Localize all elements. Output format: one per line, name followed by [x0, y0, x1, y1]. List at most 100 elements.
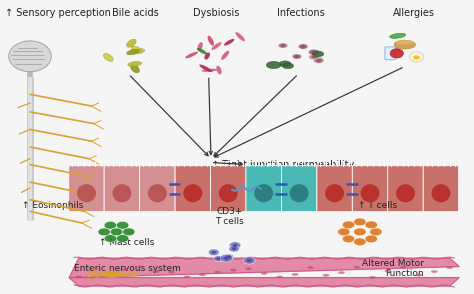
- Ellipse shape: [211, 251, 216, 254]
- Ellipse shape: [98, 228, 110, 236]
- Ellipse shape: [127, 39, 136, 47]
- Ellipse shape: [211, 42, 221, 50]
- Ellipse shape: [342, 235, 355, 243]
- Ellipse shape: [312, 51, 324, 57]
- FancyBboxPatch shape: [423, 166, 459, 212]
- Text: CD3+
T cells: CD3+ T cells: [216, 207, 244, 226]
- Ellipse shape: [197, 48, 207, 54]
- Text: ↑ Sensory perception: ↑ Sensory perception: [5, 8, 111, 18]
- Ellipse shape: [128, 61, 142, 66]
- Ellipse shape: [325, 184, 344, 202]
- FancyBboxPatch shape: [104, 166, 140, 212]
- Ellipse shape: [208, 36, 214, 46]
- Ellipse shape: [215, 271, 221, 273]
- FancyBboxPatch shape: [175, 166, 210, 212]
- FancyBboxPatch shape: [246, 166, 282, 212]
- Ellipse shape: [216, 257, 220, 260]
- Ellipse shape: [204, 52, 210, 60]
- Ellipse shape: [224, 39, 234, 46]
- Ellipse shape: [365, 235, 377, 243]
- Ellipse shape: [337, 228, 350, 236]
- Ellipse shape: [316, 59, 321, 62]
- Ellipse shape: [282, 63, 293, 69]
- Ellipse shape: [301, 45, 306, 48]
- Text: Dysbiosis: Dysbiosis: [192, 8, 239, 18]
- Ellipse shape: [431, 184, 450, 202]
- FancyBboxPatch shape: [140, 166, 175, 212]
- Ellipse shape: [148, 184, 167, 202]
- Ellipse shape: [354, 266, 360, 269]
- Ellipse shape: [410, 52, 424, 62]
- Ellipse shape: [185, 52, 198, 58]
- Ellipse shape: [384, 270, 391, 272]
- Text: Altered Motor
Function: Altered Motor Function: [362, 259, 424, 278]
- Ellipse shape: [227, 255, 231, 258]
- Ellipse shape: [369, 276, 376, 279]
- Ellipse shape: [214, 256, 223, 262]
- Ellipse shape: [266, 61, 281, 69]
- Ellipse shape: [431, 270, 438, 273]
- Ellipse shape: [313, 58, 324, 63]
- Ellipse shape: [91, 268, 98, 270]
- Ellipse shape: [365, 221, 377, 229]
- Ellipse shape: [153, 270, 159, 273]
- Ellipse shape: [254, 184, 273, 202]
- Text: Allergies: Allergies: [393, 8, 435, 18]
- FancyBboxPatch shape: [385, 47, 395, 60]
- Ellipse shape: [103, 54, 113, 61]
- Ellipse shape: [102, 271, 121, 278]
- Ellipse shape: [199, 65, 212, 72]
- Ellipse shape: [342, 221, 355, 229]
- Ellipse shape: [77, 184, 96, 202]
- FancyBboxPatch shape: [210, 166, 246, 212]
- Ellipse shape: [361, 184, 380, 202]
- Ellipse shape: [209, 249, 219, 256]
- Ellipse shape: [110, 228, 123, 236]
- Ellipse shape: [225, 254, 234, 260]
- Ellipse shape: [309, 54, 319, 60]
- Text: ↑ Tight junction permeability: ↑ Tight junction permeability: [211, 160, 354, 170]
- Ellipse shape: [224, 256, 229, 260]
- FancyBboxPatch shape: [388, 166, 423, 212]
- Ellipse shape: [400, 266, 407, 268]
- Polygon shape: [69, 258, 459, 286]
- Ellipse shape: [122, 268, 128, 271]
- Ellipse shape: [201, 69, 218, 72]
- Ellipse shape: [104, 221, 117, 229]
- Text: ↑ Eosinophils: ↑ Eosinophils: [22, 201, 83, 210]
- Ellipse shape: [292, 54, 301, 59]
- Ellipse shape: [220, 254, 233, 262]
- Text: Enteric nervous system: Enteric nervous system: [74, 264, 181, 273]
- Ellipse shape: [232, 244, 237, 247]
- Ellipse shape: [307, 266, 314, 269]
- Ellipse shape: [276, 275, 283, 278]
- Ellipse shape: [131, 65, 140, 73]
- Ellipse shape: [106, 271, 113, 274]
- Ellipse shape: [394, 40, 415, 49]
- Ellipse shape: [229, 242, 241, 249]
- Ellipse shape: [117, 221, 129, 229]
- Ellipse shape: [396, 184, 415, 202]
- Ellipse shape: [117, 235, 129, 242]
- Ellipse shape: [221, 51, 229, 60]
- Ellipse shape: [415, 274, 422, 276]
- Ellipse shape: [447, 266, 453, 269]
- Ellipse shape: [395, 40, 414, 44]
- Ellipse shape: [354, 218, 366, 226]
- Ellipse shape: [311, 51, 317, 54]
- Ellipse shape: [295, 55, 299, 58]
- Ellipse shape: [131, 48, 145, 53]
- Ellipse shape: [229, 245, 239, 252]
- Ellipse shape: [338, 271, 345, 274]
- Text: Bile acids: Bile acids: [112, 8, 159, 18]
- Ellipse shape: [246, 268, 252, 270]
- Ellipse shape: [9, 41, 51, 72]
- Ellipse shape: [104, 235, 117, 242]
- Ellipse shape: [354, 228, 366, 236]
- FancyBboxPatch shape: [317, 166, 352, 212]
- Ellipse shape: [75, 275, 82, 278]
- Ellipse shape: [230, 269, 237, 271]
- FancyBboxPatch shape: [282, 166, 317, 212]
- Ellipse shape: [183, 184, 202, 202]
- Text: ↑ Mast cells: ↑ Mast cells: [99, 238, 155, 247]
